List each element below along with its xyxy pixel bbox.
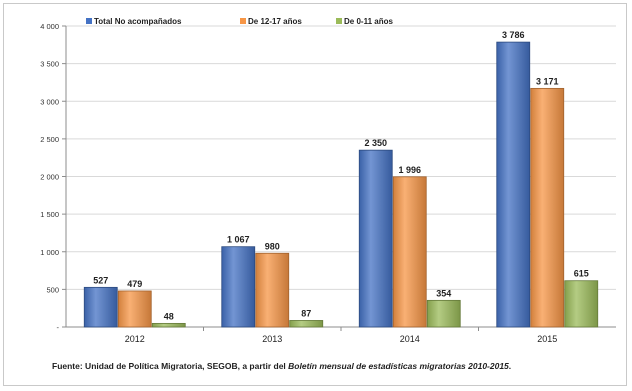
y-tick-label: 4 000 [40, 22, 59, 31]
y-tick-label: 3 000 [40, 97, 59, 106]
y-tick-label: 1 500 [40, 210, 59, 219]
legend-swatch [86, 18, 92, 24]
x-tick-label: 2012 [125, 334, 145, 344]
x-tick-label: 2014 [400, 334, 420, 344]
legend-swatch [336, 18, 342, 24]
bar [392, 176, 427, 328]
data-label: 3 786 [502, 30, 525, 40]
legend-label: Total No acompañados [94, 17, 182, 26]
legend: Total No acompañados De 12-17 años De 0-11… [86, 17, 393, 26]
bar [289, 320, 324, 328]
data-label: 527 [93, 275, 108, 285]
bar [564, 280, 599, 328]
bar [83, 286, 118, 328]
legend-swatch [240, 18, 246, 24]
data-label: 1 067 [227, 235, 250, 245]
bar [530, 87, 565, 328]
y-tick-label: 2 000 [40, 173, 59, 182]
data-label: 87 [301, 308, 311, 318]
chart-frame: - 500 1 000 1 500 2 000 2 500 3 000 3 500 4 000 2… [3, 3, 627, 386]
y-tick-label: 1 000 [40, 248, 59, 257]
source-suffix: . [508, 361, 512, 371]
data-label: 1 996 [398, 165, 421, 175]
bar [496, 41, 531, 328]
data-label: 3 171 [536, 76, 559, 86]
y-tick-label: - [57, 323, 60, 332]
bar [358, 149, 393, 328]
source-prefix: Fuente: Unidad de Política Migratoria, S… [52, 361, 289, 371]
bars [83, 41, 599, 328]
x-tick-label: 2013 [262, 334, 282, 344]
bar [426, 299, 461, 328]
bar [117, 290, 152, 328]
y-tick-label: 2 500 [40, 135, 59, 144]
data-label: 615 [574, 269, 589, 279]
legend-label: De 12-17 años [248, 17, 302, 26]
data-label: 354 [436, 288, 451, 298]
data-label: 2 350 [364, 138, 387, 148]
bar-chart: - 500 1 000 1 500 2 000 2 500 3 000 3 500 4 000 2… [40, 17, 616, 344]
y-tick-label: 500 [46, 285, 59, 294]
bar [151, 322, 186, 328]
bar [255, 252, 290, 328]
bar [221, 246, 256, 328]
legend-label: De 0-11 años [344, 17, 393, 26]
source-italic: Boletín mensual de estadísticas migrator… [288, 361, 509, 371]
data-label: 479 [127, 279, 142, 289]
data-labels: 527 479 48 1 067 980 87 2 350 1 996 354 3 786 3 17… [93, 30, 589, 321]
data-label: 48 [164, 311, 174, 321]
source-note: Fuente: Unidad de Política Migratoria, S… [52, 361, 572, 372]
x-tick-label: 2015 [537, 334, 557, 344]
gridlines [66, 25, 616, 290]
y-tick-label: 3 500 [40, 60, 59, 69]
data-label: 980 [265, 241, 280, 251]
